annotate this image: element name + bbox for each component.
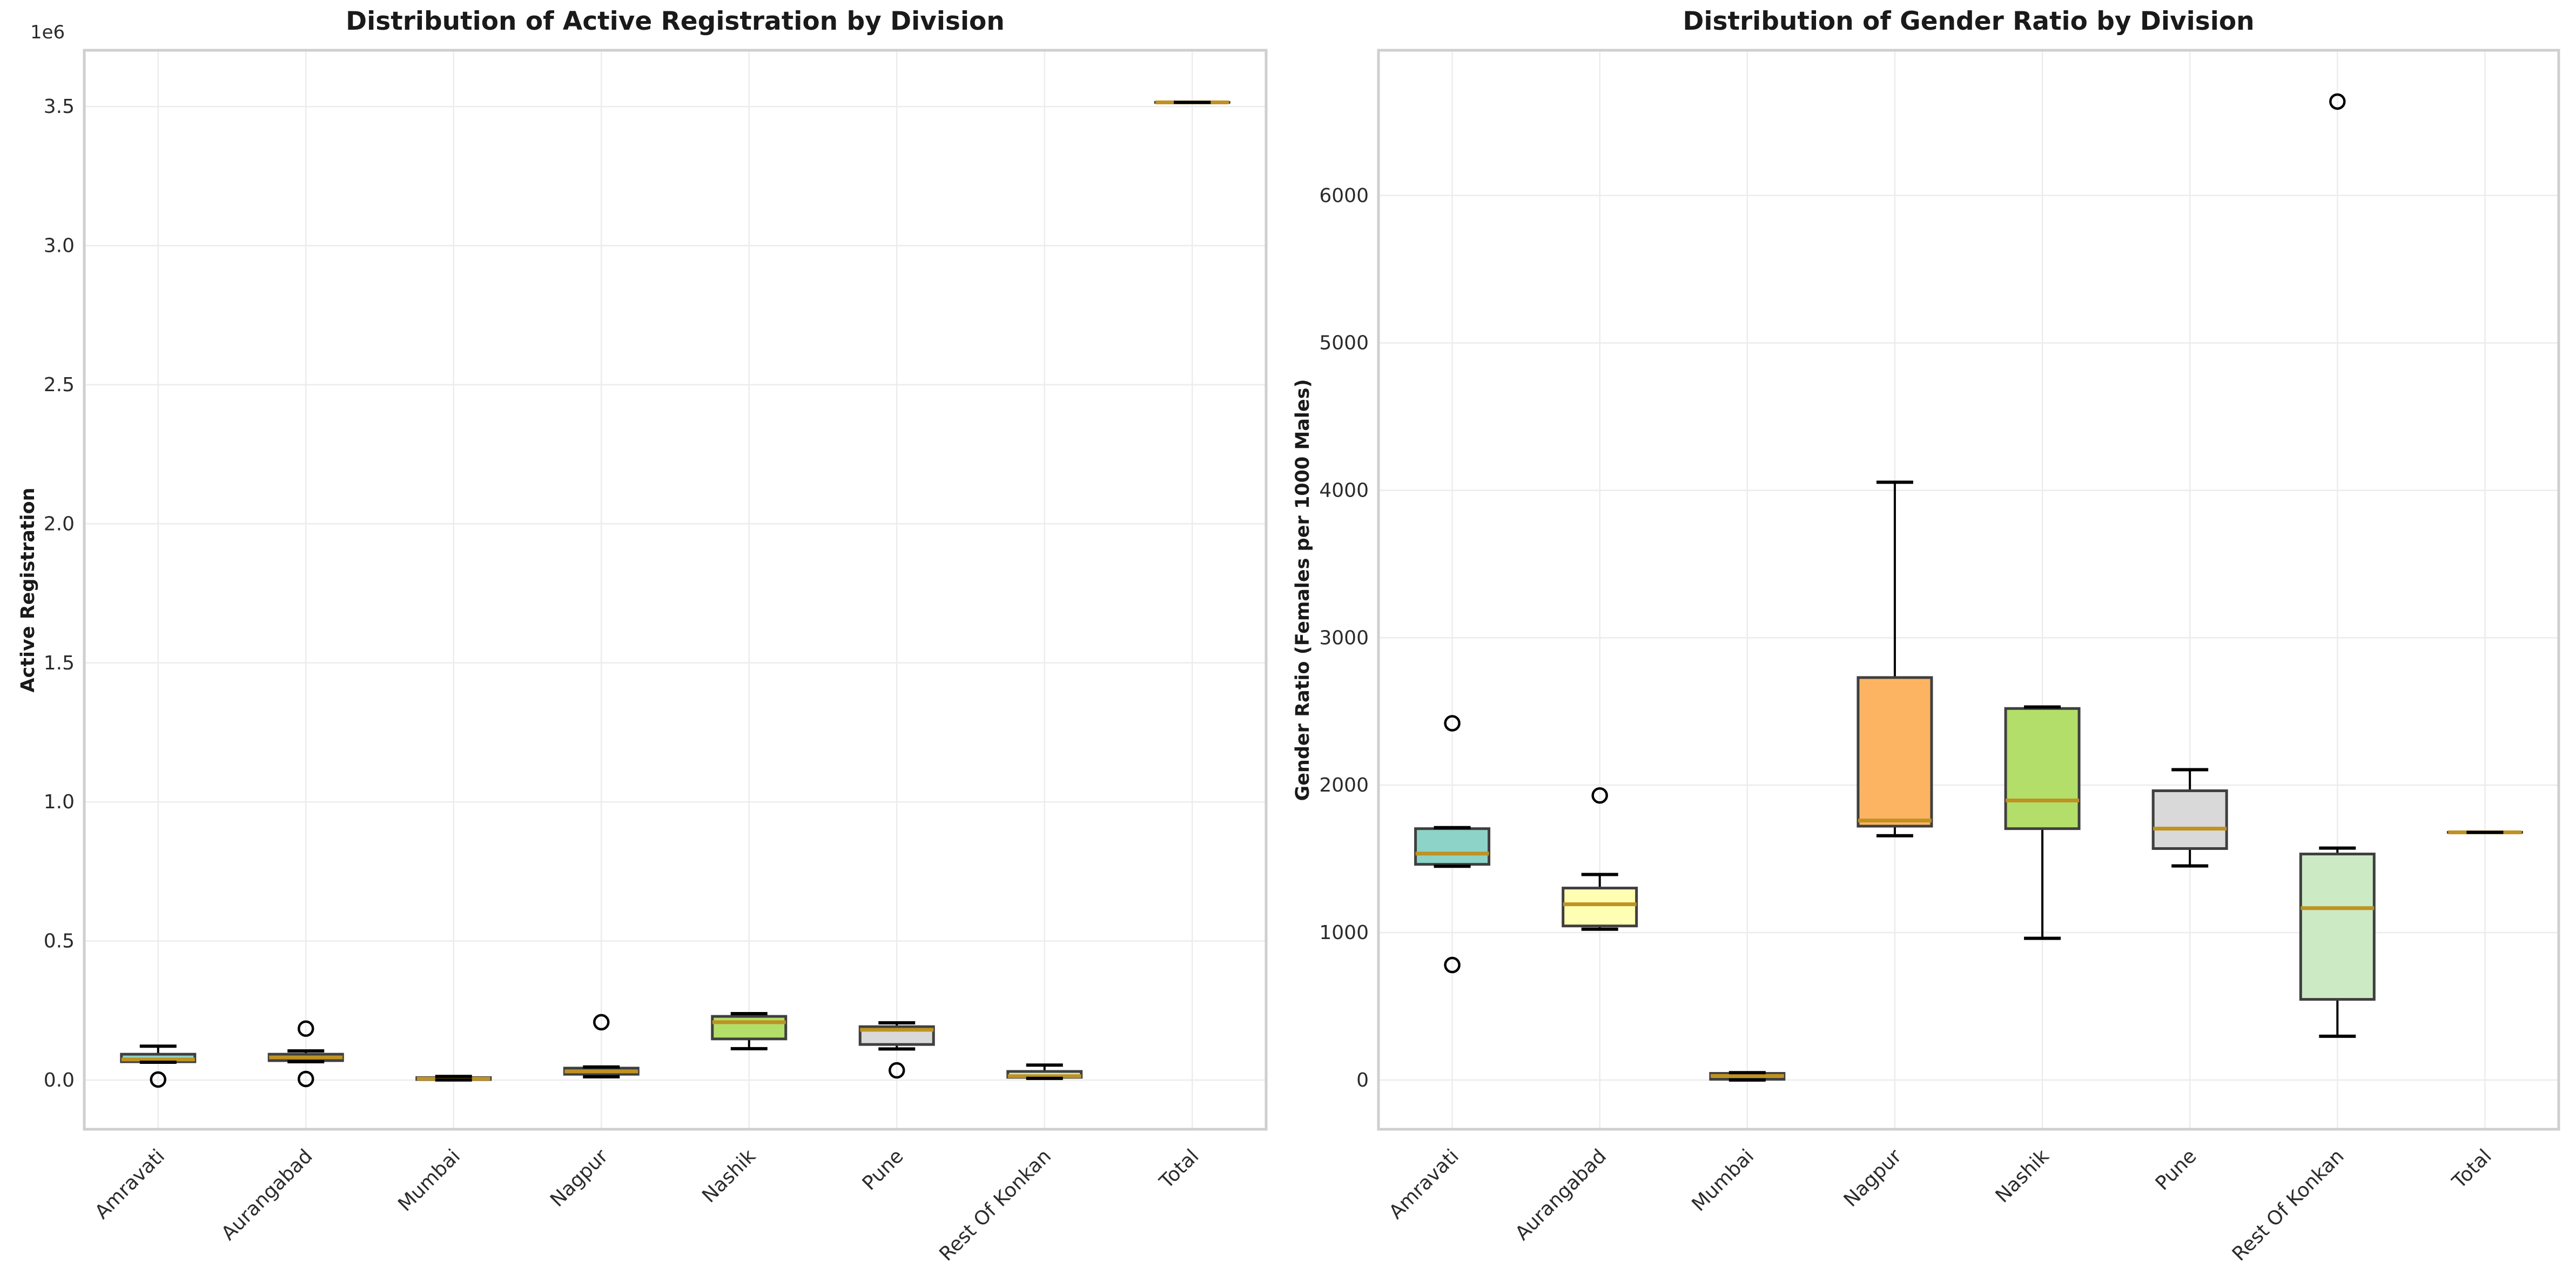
x-tick-label: Nashik (698, 1145, 760, 1207)
x-tick-label: Mumbai (394, 1145, 465, 1216)
y-tick-label: 0.5 (44, 930, 75, 953)
x-tick-label: Nagpur (546, 1145, 613, 1211)
box-Amravati (1414, 827, 1491, 866)
outlier-Amravati (1444, 956, 1461, 974)
x-tick-label: Aurangabad (217, 1145, 317, 1244)
x-tick-label: Amravati (1385, 1145, 1463, 1223)
y-tick-label: 0.0 (44, 1069, 75, 1091)
y-tick-label: 6000 (1319, 185, 1369, 207)
x-tick-label: Nagpur (1840, 1145, 1906, 1211)
outlier-Nagpur (593, 1014, 610, 1031)
left-chart-title: Distribution of Active Registration by D… (346, 6, 1005, 36)
x-tick-label: Nashik (1992, 1145, 2054, 1207)
x-tick-label: Aurangabad (1511, 1145, 1611, 1244)
y-tick-label: 2000 (1319, 774, 1369, 796)
y-axis-offset-text: 1e6 (30, 22, 65, 43)
box-Nashik (2004, 707, 2081, 830)
box-Rest Of Konkan (2299, 853, 2376, 1001)
x-tick-label: Total (1155, 1145, 1203, 1193)
y-tick-label: 2.5 (44, 374, 75, 396)
x-tick-label: Total (2448, 1145, 2496, 1193)
box-Pune (2151, 789, 2228, 850)
plot-spines (83, 49, 1268, 1131)
x-tick-label: Pune (2151, 1145, 2201, 1195)
x-tick-label: Rest Of Konkan (935, 1145, 1055, 1265)
box-Aurangabad (1562, 887, 1638, 928)
y-tick-label: 1.5 (44, 652, 75, 674)
left-y-axis-label: Active Registration (17, 487, 39, 693)
x-tick-label: Pune (858, 1145, 908, 1195)
y-tick-label: 1.0 (44, 791, 75, 813)
y-tick-label: 3.5 (44, 96, 75, 118)
y-tick-label: 2.0 (44, 513, 75, 535)
right-chart-title: Distribution of Gender Ratio by Division (1683, 6, 2255, 36)
x-tick-label: Mumbai (1687, 1145, 1758, 1216)
outlier-Aurangabad (298, 1020, 314, 1037)
outlier-Pune (889, 1062, 905, 1079)
outlier-Amravati (150, 1071, 166, 1088)
x-tick-label: Amravati (91, 1145, 169, 1223)
y-tick-label: 1000 (1319, 922, 1369, 944)
y-tick-label: 4000 (1319, 479, 1369, 501)
outlier-Aurangabad (298, 1070, 314, 1088)
y-tick-label: 3.0 (44, 235, 75, 257)
y-tick-label: 5000 (1319, 332, 1369, 354)
outlier-Aurangabad (1591, 787, 1608, 804)
outlier-Amravati (1444, 715, 1461, 732)
y-tick-label: 3000 (1319, 627, 1369, 649)
box-Nashik (711, 1015, 788, 1041)
right-y-axis-label: Gender Ratio (Females per 1000 Males) (1292, 379, 1314, 801)
plot-spines (1377, 49, 2560, 1131)
outlier-Rest Of Konkan (2329, 93, 2346, 110)
box-Nagpur (1857, 676, 1933, 828)
y-tick-label: 0 (1356, 1069, 1369, 1091)
x-tick-label: Rest Of Konkan (2228, 1145, 2349, 1265)
